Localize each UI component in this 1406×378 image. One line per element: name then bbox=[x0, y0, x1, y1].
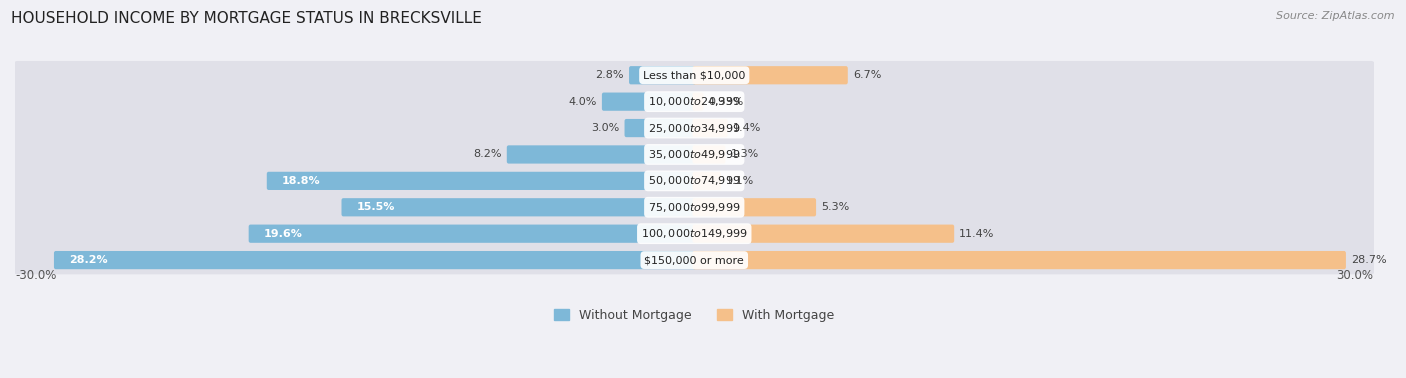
Text: 28.2%: 28.2% bbox=[69, 255, 108, 265]
FancyBboxPatch shape bbox=[693, 172, 721, 190]
Text: Less than $10,000: Less than $10,000 bbox=[643, 70, 745, 80]
Text: 28.7%: 28.7% bbox=[1351, 255, 1386, 265]
FancyBboxPatch shape bbox=[14, 87, 1375, 116]
FancyBboxPatch shape bbox=[14, 193, 1375, 222]
FancyBboxPatch shape bbox=[693, 251, 1346, 269]
Text: 2.8%: 2.8% bbox=[596, 70, 624, 80]
FancyBboxPatch shape bbox=[693, 93, 703, 111]
Text: $35,000 to $49,999: $35,000 to $49,999 bbox=[648, 148, 741, 161]
FancyBboxPatch shape bbox=[53, 251, 696, 269]
Text: 1.1%: 1.1% bbox=[725, 176, 754, 186]
Text: 11.4%: 11.4% bbox=[959, 229, 994, 239]
Text: $50,000 to $74,999: $50,000 to $74,999 bbox=[648, 174, 741, 187]
FancyBboxPatch shape bbox=[14, 61, 1375, 90]
FancyBboxPatch shape bbox=[693, 66, 848, 84]
Text: $10,000 to $24,999: $10,000 to $24,999 bbox=[648, 95, 741, 108]
FancyBboxPatch shape bbox=[249, 225, 696, 243]
Text: -30.0%: -30.0% bbox=[15, 269, 56, 282]
Text: 1.4%: 1.4% bbox=[733, 123, 761, 133]
Text: 18.8%: 18.8% bbox=[283, 176, 321, 186]
FancyBboxPatch shape bbox=[14, 114, 1375, 143]
Text: 3.0%: 3.0% bbox=[592, 123, 620, 133]
FancyBboxPatch shape bbox=[693, 119, 728, 137]
Text: 5.3%: 5.3% bbox=[821, 202, 849, 212]
FancyBboxPatch shape bbox=[14, 167, 1375, 195]
FancyBboxPatch shape bbox=[628, 66, 696, 84]
FancyBboxPatch shape bbox=[267, 172, 696, 190]
FancyBboxPatch shape bbox=[342, 198, 696, 216]
Text: $150,000 or more: $150,000 or more bbox=[644, 255, 744, 265]
Text: 8.2%: 8.2% bbox=[474, 149, 502, 160]
FancyBboxPatch shape bbox=[14, 246, 1375, 274]
Text: HOUSEHOLD INCOME BY MORTGAGE STATUS IN BRECKSVILLE: HOUSEHOLD INCOME BY MORTGAGE STATUS IN B… bbox=[11, 11, 482, 26]
Text: 4.0%: 4.0% bbox=[568, 97, 598, 107]
Text: $25,000 to $34,999: $25,000 to $34,999 bbox=[648, 122, 741, 135]
Text: Source: ZipAtlas.com: Source: ZipAtlas.com bbox=[1277, 11, 1395, 21]
Text: 6.7%: 6.7% bbox=[853, 70, 882, 80]
FancyBboxPatch shape bbox=[693, 146, 725, 164]
FancyBboxPatch shape bbox=[624, 119, 696, 137]
Text: $75,000 to $99,999: $75,000 to $99,999 bbox=[648, 201, 741, 214]
Legend: Without Mortgage, With Mortgage: Without Mortgage, With Mortgage bbox=[550, 304, 839, 327]
FancyBboxPatch shape bbox=[693, 198, 815, 216]
FancyBboxPatch shape bbox=[14, 140, 1375, 169]
FancyBboxPatch shape bbox=[693, 225, 955, 243]
Text: 0.33%: 0.33% bbox=[709, 97, 744, 107]
Text: 19.6%: 19.6% bbox=[264, 229, 302, 239]
FancyBboxPatch shape bbox=[602, 93, 696, 111]
Text: 1.3%: 1.3% bbox=[731, 149, 759, 160]
FancyBboxPatch shape bbox=[14, 219, 1375, 248]
Text: $100,000 to $149,999: $100,000 to $149,999 bbox=[641, 227, 748, 240]
Text: 15.5%: 15.5% bbox=[357, 202, 395, 212]
Text: 30.0%: 30.0% bbox=[1337, 269, 1374, 282]
FancyBboxPatch shape bbox=[506, 146, 696, 164]
